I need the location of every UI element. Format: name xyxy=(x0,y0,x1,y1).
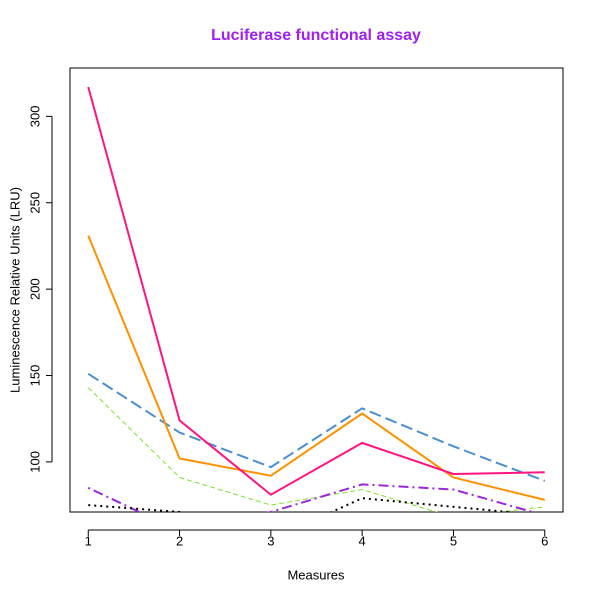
y-tick-label: 200 xyxy=(27,278,42,300)
y-axis-label: Luminescence Relative Units (LRU) xyxy=(7,187,22,393)
y-tick-label: 150 xyxy=(27,365,42,387)
x-tick-label: 6 xyxy=(541,533,548,548)
series-line xyxy=(87,86,545,496)
series-line xyxy=(88,497,519,512)
series-line xyxy=(87,483,537,512)
y-tick-label: 100 xyxy=(27,451,42,473)
y-tick-label: 300 xyxy=(27,106,42,128)
x-tick-label: 3 xyxy=(267,533,274,548)
x-tick-label: 5 xyxy=(450,533,457,548)
plot-frame xyxy=(69,67,564,513)
plot-area xyxy=(87,86,546,512)
series-line xyxy=(87,235,545,501)
y-tick-label: 250 xyxy=(27,192,42,214)
series-line xyxy=(87,387,545,512)
x-axis-label: Measures xyxy=(287,567,345,582)
x-tick-label: 2 xyxy=(176,533,183,548)
x-tick-label: 1 xyxy=(85,533,92,548)
chart-title: Luciferase functional assay xyxy=(211,27,421,44)
series-line xyxy=(87,372,546,482)
x-tick-label: 4 xyxy=(359,533,366,548)
